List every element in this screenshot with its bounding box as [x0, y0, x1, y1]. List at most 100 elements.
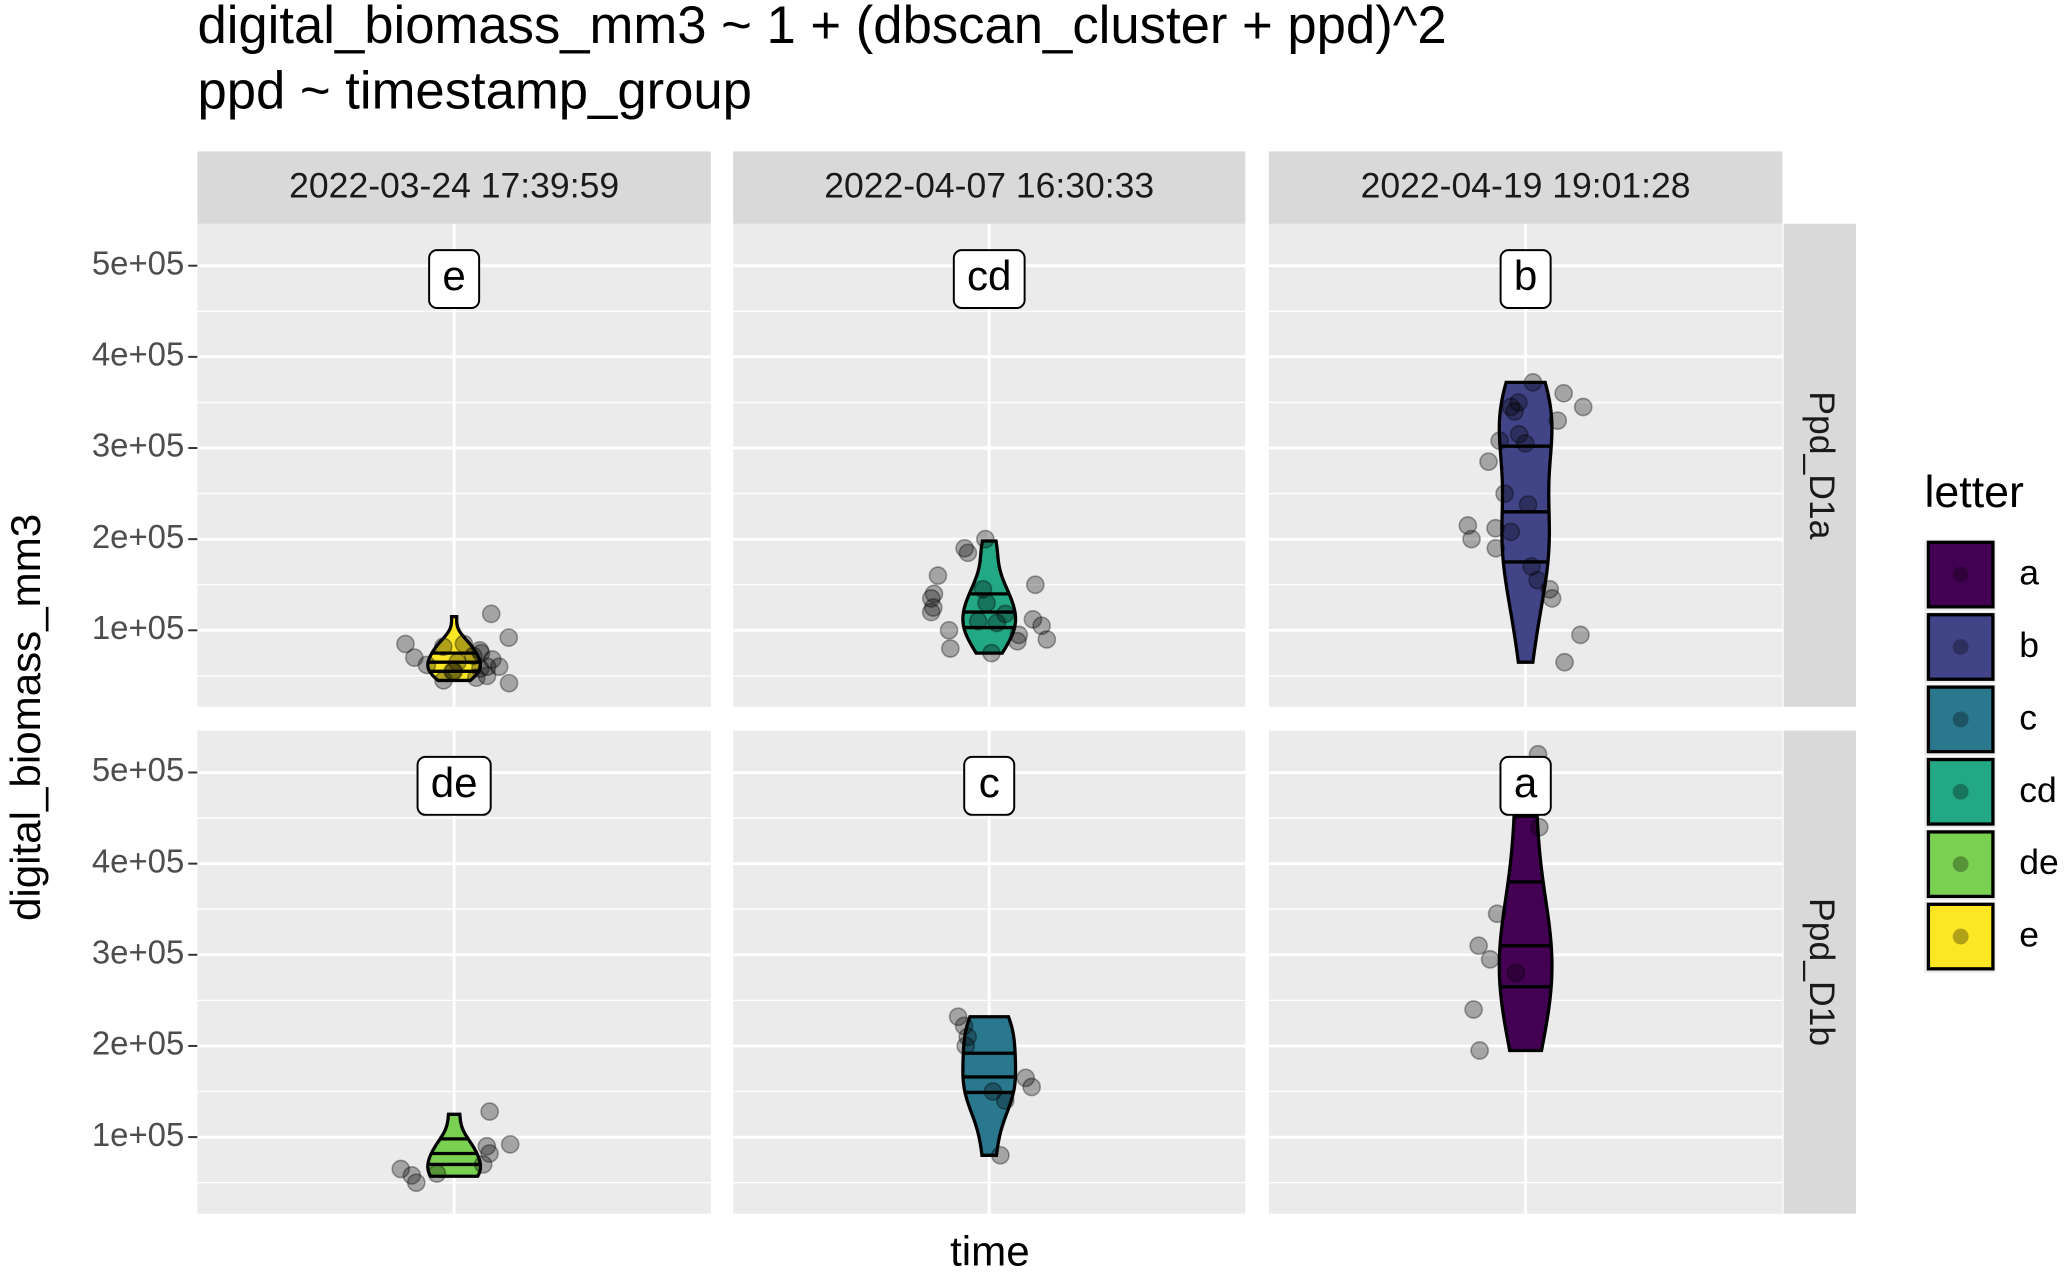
legend-title: letter: [1924, 467, 2024, 517]
data-point: [1016, 1068, 1036, 1088]
facet-strip: [197, 151, 711, 224]
data-point: [1554, 383, 1574, 403]
facet-row-label: Ppd_D1a: [1802, 391, 1842, 539]
data-point: [982, 643, 1001, 663]
legend-label: a: [2019, 553, 2039, 593]
data-point: [481, 604, 501, 624]
legend-label: de: [2019, 842, 2059, 882]
data-point: [1506, 963, 1526, 983]
data-point: [470, 641, 490, 660]
facet-strip: [733, 151, 1246, 224]
chart-title: digital_biomass_mm3 ~ 1 + (dbscan_cluste…: [197, 0, 1446, 55]
facet-col-label: 2022-04-19 19:01:28: [1361, 166, 1691, 206]
y-tick-label: 3e+05: [92, 427, 184, 464]
data-point: [1490, 431, 1510, 451]
data-point: [977, 593, 996, 613]
data-point: [1470, 1041, 1489, 1060]
data-point: [417, 655, 437, 675]
data-point: [1008, 631, 1027, 651]
data-point: [454, 634, 474, 654]
legend-point: [1952, 566, 1969, 583]
facet-strip: [1268, 151, 1783, 224]
data-point: [471, 643, 491, 663]
data-point: [448, 652, 467, 672]
data-point: [995, 1091, 1015, 1110]
cluster-letter: b: [1514, 252, 1537, 299]
data-point: [405, 648, 424, 667]
data-point: [991, 1145, 1010, 1165]
data-point: [477, 666, 497, 686]
data-point: [1518, 495, 1538, 514]
data-point: [1458, 516, 1478, 535]
data-point: [434, 671, 453, 690]
data-point: [1023, 610, 1043, 629]
data-point: [958, 1027, 978, 1047]
data-point: [1480, 950, 1500, 969]
y-tick-label: 2e+05: [92, 518, 184, 555]
legend-point: [1952, 928, 1969, 945]
data-point: [954, 1016, 974, 1036]
cluster-letter-box: [428, 249, 481, 310]
cluster-letter-box: [952, 249, 1026, 310]
chart-subtitle: ppd ~ timestamp_group: [197, 62, 752, 121]
data-point: [466, 668, 486, 688]
y-tick-label: 2e+05: [92, 1025, 184, 1062]
data-point: [499, 628, 519, 647]
data-point: [1540, 579, 1560, 599]
data-point: [1501, 522, 1521, 542]
legend-label: b: [2019, 625, 2039, 665]
data-point: [1542, 589, 1562, 608]
data-point: [473, 1155, 493, 1174]
data-point: [1522, 557, 1541, 576]
facet-strip: [1783, 223, 1857, 707]
legend-key: [1926, 902, 1995, 971]
cluster-letter: e: [442, 252, 465, 299]
data-point: [987, 613, 1007, 633]
data-point: [1486, 538, 1506, 558]
y-tick-label: 5e+05: [92, 751, 184, 788]
cluster-letter-box: [1499, 249, 1552, 310]
legend-key: [1926, 830, 1995, 899]
data-point: [921, 589, 941, 608]
data-point: [996, 604, 1015, 624]
data-point: [1025, 575, 1045, 595]
data-point: [470, 659, 490, 678]
y-axis-label: digital_biomass_mm3: [2, 514, 49, 921]
data-point: [1501, 397, 1521, 417]
cluster-letter: cd: [967, 252, 1011, 299]
data-point: [463, 646, 483, 666]
violin: [961, 539, 1018, 655]
data-point: [1573, 397, 1593, 417]
legend-key: [1926, 685, 1995, 754]
legend-key: [1926, 613, 1995, 681]
y-tick-label: 4e+05: [92, 336, 184, 373]
data-point: [1529, 817, 1549, 837]
data-point: [443, 661, 462, 681]
cluster-letter-box: [963, 755, 1016, 816]
data-point: [1515, 434, 1535, 453]
data-point: [1479, 452, 1498, 472]
facet-col-label: 2022-04-07 16:30:33: [824, 166, 1154, 206]
data-point: [1462, 529, 1481, 549]
data-point: [1571, 625, 1590, 645]
data-point: [427, 1164, 447, 1183]
data-point: [1523, 373, 1543, 392]
data-point: [973, 579, 993, 599]
panel: [1268, 730, 1783, 1214]
data-point: [1487, 904, 1507, 924]
legend-point: [1952, 711, 1969, 728]
data-point: [499, 673, 519, 693]
data-point: [433, 637, 453, 657]
y-tick-label: 4e+05: [92, 842, 184, 879]
data-point: [958, 543, 978, 563]
data-point: [1009, 625, 1029, 645]
violin: [961, 1015, 1018, 1157]
data-point: [500, 1135, 520, 1154]
data-point: [955, 538, 974, 558]
data-point: [396, 634, 415, 654]
data-point: [956, 1036, 976, 1056]
legend-point: [1952, 783, 1969, 800]
legend-label: cd: [2019, 770, 2057, 810]
data-point: [1548, 411, 1568, 431]
